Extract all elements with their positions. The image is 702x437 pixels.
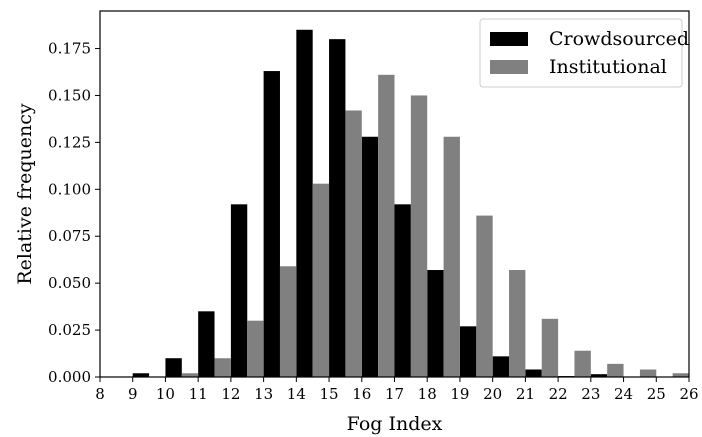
bar-institutional-19 bbox=[476, 215, 493, 377]
bar-crowdsourced-9 bbox=[132, 373, 150, 377]
bar-institutional-16 bbox=[378, 74, 395, 377]
bar-institutional-15 bbox=[345, 110, 362, 377]
bar-crowdsourced-15 bbox=[329, 39, 346, 378]
legend-label-crowdsourced: Crowdsourced bbox=[549, 28, 689, 50]
y-tick-label-7: 0.175 bbox=[48, 40, 91, 58]
y-tick-label-6: 0.150 bbox=[48, 86, 91, 104]
bar-crowdsourced-21 bbox=[525, 369, 542, 377]
bar-institutional-24 bbox=[639, 369, 657, 377]
bar-crowdsourced-23 bbox=[590, 374, 608, 377]
bar-crowdsourced-17 bbox=[394, 204, 411, 377]
y-tick-label-0: 0.000 bbox=[48, 368, 91, 386]
x-tick-label-17: 17 bbox=[385, 385, 404, 403]
x-tick-label-18: 18 bbox=[418, 385, 437, 403]
bar-institutional-12 bbox=[247, 320, 264, 377]
x-tick-label-13: 13 bbox=[254, 385, 273, 403]
bar-institutional-21 bbox=[541, 318, 559, 377]
x-tick-label-11: 11 bbox=[189, 385, 208, 403]
x-tick-label-23: 23 bbox=[581, 385, 600, 403]
y-tick-label-3: 0.075 bbox=[48, 227, 91, 245]
x-tick-label-19: 19 bbox=[450, 385, 469, 403]
bar-crowdsourced-18 bbox=[427, 270, 444, 377]
x-tick-label-22: 22 bbox=[549, 385, 568, 403]
bar-institutional-17 bbox=[410, 95, 428, 378]
x-axis-title: Fog Index bbox=[347, 413, 443, 435]
legend-box bbox=[479, 18, 683, 88]
x-tick-label-25: 25 bbox=[647, 385, 666, 403]
y-tick-label-1: 0.025 bbox=[48, 321, 91, 339]
x-tick-label-21: 21 bbox=[516, 385, 535, 403]
bar-institutional-23 bbox=[607, 363, 624, 377]
bar-crowdsourced-14 bbox=[296, 29, 313, 378]
bar-crowdsourced-20 bbox=[492, 356, 510, 377]
x-tick-label-8: 8 bbox=[95, 385, 105, 403]
legend-label-institutional: Institutional bbox=[549, 56, 667, 78]
x-tick-label-16: 16 bbox=[352, 385, 371, 403]
bar-crowdsourced-13 bbox=[263, 71, 280, 377]
bar-crowdsourced-11 bbox=[198, 311, 215, 377]
y-axis-title: Relative frequency bbox=[14, 103, 36, 285]
x-tick-label-24: 24 bbox=[614, 385, 633, 403]
bar-institutional-14 bbox=[312, 183, 330, 377]
y-tick-label-2: 0.050 bbox=[48, 274, 91, 292]
legend-swatch-institutional bbox=[490, 60, 528, 74]
x-tick-label-15: 15 bbox=[320, 385, 339, 403]
x-tick-label-14: 14 bbox=[287, 385, 306, 403]
y-tick-label-4: 0.100 bbox=[48, 180, 91, 198]
bar-institutional-20 bbox=[509, 270, 526, 377]
x-tick-label-20: 20 bbox=[483, 385, 502, 403]
x-tick-label-10: 10 bbox=[156, 385, 175, 403]
bar-crowdsourced-12 bbox=[230, 204, 248, 377]
bar-crowdsourced-19 bbox=[459, 326, 477, 377]
axes: 8 9 10 11 12 13 14 15 16 17 18 19 20 21 22 23 24 25 26 0.00… bbox=[14, 10, 699, 435]
y-tick-label-5: 0.125 bbox=[48, 133, 91, 151]
legend: Crowdsourced Institutional bbox=[479, 18, 689, 88]
bar-crowdsourced-10 bbox=[165, 358, 182, 377]
bar-institutional-13 bbox=[279, 266, 297, 377]
x-tick-label-26: 26 bbox=[679, 385, 698, 403]
bar-institutional-25 bbox=[672, 373, 689, 377]
bar-institutional-22 bbox=[574, 350, 591, 377]
plot-area bbox=[132, 29, 689, 378]
bar-institutional-18 bbox=[443, 136, 460, 377]
x-tick-label-12: 12 bbox=[221, 385, 240, 403]
bar-institutional-10 bbox=[181, 373, 199, 377]
x-tick-label-9: 9 bbox=[128, 385, 138, 403]
bar-crowdsourced-16 bbox=[361, 136, 379, 377]
legend-swatch-crowdsourced bbox=[490, 32, 528, 46]
bar-institutional-11 bbox=[214, 358, 231, 377]
